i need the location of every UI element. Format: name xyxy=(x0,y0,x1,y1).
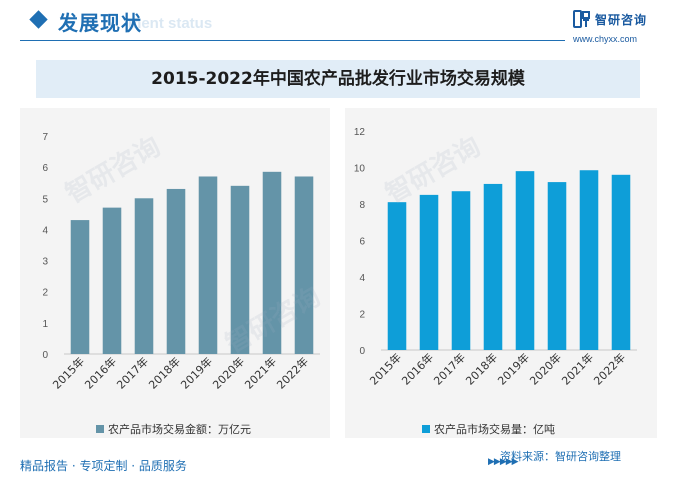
x-tick: 2016年 xyxy=(399,350,436,387)
legend-label: 农产品市场交易金额：万亿元 xyxy=(108,423,251,436)
bar xyxy=(134,198,154,354)
bar xyxy=(166,188,186,354)
bar xyxy=(579,170,599,350)
footer-arrows: ▶▶▶▶▶ xyxy=(488,457,519,467)
bar xyxy=(483,183,503,350)
bar xyxy=(70,220,90,354)
logo-name: 智研咨询 xyxy=(595,13,648,27)
x-tick: 2022年 xyxy=(274,354,311,391)
legend-trade-value: 农产品市场交易金额：万亿元 xyxy=(96,421,251,437)
x-tick: 2020年 xyxy=(210,354,247,391)
x-tick: 2019年 xyxy=(495,350,532,387)
x-tick: 2019年 xyxy=(178,354,215,391)
y-tick-label: 1 xyxy=(42,319,48,330)
y-tick-label: 3 xyxy=(42,257,48,268)
legend-trade-volume: 农产品市场交易量：亿吨 xyxy=(422,421,555,437)
y-tick-label: 0 xyxy=(359,346,365,357)
x-tick: 2018年 xyxy=(463,350,500,387)
x-tick-label: 2017年 xyxy=(431,350,468,387)
footer-source: 资料来源：智研咨询整理 xyxy=(500,448,621,464)
x-tick-label: 2022年 xyxy=(274,354,311,391)
x-tick-label: 2018年 xyxy=(463,350,500,387)
x-tick: 2015年 xyxy=(367,350,404,387)
logo-icon xyxy=(573,10,590,28)
brand-logo[interactable]: 智研咨询 www.chyxx.com xyxy=(573,10,673,46)
bar xyxy=(198,176,218,354)
x-tick-label: 2020年 xyxy=(527,350,564,387)
x-tick-label: 2019年 xyxy=(495,350,532,387)
x-tick-label: 2015年 xyxy=(50,354,87,391)
x-tick-label: 2016年 xyxy=(82,354,119,391)
x-tick: 2021年 xyxy=(559,350,596,387)
y-tick-label: 4 xyxy=(42,225,48,236)
bar xyxy=(262,171,282,354)
x-tick-label: 2021年 xyxy=(242,354,279,391)
figure-title-band: 2015-2022年中国农产品批发行业市场交易规模 xyxy=(36,60,640,98)
x-tick: 2016年 xyxy=(82,354,119,391)
x-tick-label: 2021年 xyxy=(559,350,596,387)
x-tick-label: 2020年 xyxy=(210,354,247,391)
bar xyxy=(294,176,314,354)
y-tick-label: 10 xyxy=(354,164,366,175)
x-tick-label: 2018年 xyxy=(146,354,183,391)
chart-panel-trade-value: 0 1 2 3 4 5 6 7 2015年 2016年 2017年 2018年 2019年 2020年 20… xyxy=(20,108,330,438)
y-tick-label: 7 xyxy=(42,132,48,143)
y-tick-label: 6 xyxy=(42,163,48,174)
section-title: 发展现状 xyxy=(58,11,142,35)
diamond-icon xyxy=(29,10,48,29)
x-tick-label: 2017年 xyxy=(114,354,151,391)
footer-slogan: 精品报告 · 专项定制 · 品质服务 xyxy=(20,459,187,473)
x-tick: 2021年 xyxy=(242,354,279,391)
footer: 精品报告 · 专项定制 · 品质服务 ▶▶▶▶▶ 资料来源：智研咨询整理 xyxy=(0,448,677,479)
bar xyxy=(230,185,250,354)
figure-title: 2015-2022年中国农产品批发行业市场交易规模 xyxy=(151,69,525,89)
y-tick-label: 0 xyxy=(42,350,48,361)
legend-swatch xyxy=(422,425,430,433)
chart-trade-value: 012345672015年2016年2017年2018年2019年2020年20… xyxy=(42,132,320,392)
x-tick: 2018年 xyxy=(146,354,183,391)
x-tick: 2020年 xyxy=(527,350,564,387)
x-tick: 2017年 xyxy=(431,350,468,387)
y-tick-label: 8 xyxy=(359,200,365,211)
y-tick-label: 5 xyxy=(42,194,48,205)
header-divider xyxy=(20,40,565,41)
x-tick-label: 2015年 xyxy=(367,350,404,387)
bar xyxy=(387,202,407,350)
source-text: 资料来源：智研咨询整理 xyxy=(500,450,621,463)
legend-swatch xyxy=(96,425,104,433)
y-tick-label: 12 xyxy=(354,127,366,138)
x-tick-label: 2022年 xyxy=(591,350,628,387)
legend-label: 农产品市场交易量：亿吨 xyxy=(434,423,555,436)
bar xyxy=(451,191,471,350)
bar xyxy=(419,194,439,350)
y-tick-label: 2 xyxy=(359,310,365,321)
x-tick-label: 2016年 xyxy=(399,350,436,387)
x-tick: 2022年 xyxy=(591,350,628,387)
bar xyxy=(102,207,122,354)
y-tick-label: 4 xyxy=(359,273,365,284)
bar xyxy=(515,171,535,350)
x-tick: 2015年 xyxy=(50,354,87,391)
x-tick-label: 2019年 xyxy=(178,354,215,391)
chart-panel-trade-volume: 0 2 4 6 8 10 12 2015年 2016年 2017年 2018年 2019年 2020年 2… xyxy=(345,108,657,438)
bar xyxy=(547,182,567,350)
header: ment status 发展现状 智研咨询 www.chyxx.com xyxy=(0,0,677,46)
bar xyxy=(611,174,631,350)
x-tick: 2017年 xyxy=(114,354,151,391)
y-tick-label: 6 xyxy=(359,237,365,248)
header-subtitle: ment status xyxy=(128,15,213,32)
y-tick-label: 2 xyxy=(42,288,48,299)
logo-url[interactable]: www.chyxx.com xyxy=(573,34,638,44)
chart-trade-volume: 0246810122015年2016年2017年2018年2019年2020年2… xyxy=(354,127,637,388)
